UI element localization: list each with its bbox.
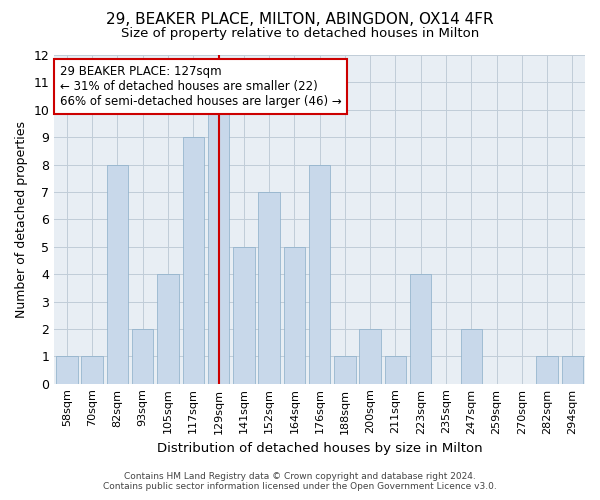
- Bar: [259, 192, 280, 384]
- Bar: [359, 329, 381, 384]
- Bar: [82, 356, 103, 384]
- Bar: [410, 274, 431, 384]
- Bar: [536, 356, 558, 384]
- Bar: [233, 246, 254, 384]
- Bar: [309, 164, 331, 384]
- Text: Size of property relative to detached houses in Milton: Size of property relative to detached ho…: [121, 28, 479, 40]
- Bar: [334, 356, 356, 384]
- Bar: [461, 329, 482, 384]
- Y-axis label: Number of detached properties: Number of detached properties: [15, 121, 28, 318]
- Bar: [385, 356, 406, 384]
- Bar: [562, 356, 583, 384]
- Bar: [284, 246, 305, 384]
- Bar: [107, 164, 128, 384]
- Bar: [182, 137, 204, 384]
- Bar: [208, 110, 229, 384]
- Text: 29 BEAKER PLACE: 127sqm
← 31% of detached houses are smaller (22)
66% of semi-de: 29 BEAKER PLACE: 127sqm ← 31% of detache…: [59, 65, 341, 108]
- Bar: [56, 356, 77, 384]
- X-axis label: Distribution of detached houses by size in Milton: Distribution of detached houses by size …: [157, 442, 482, 455]
- Text: 29, BEAKER PLACE, MILTON, ABINGDON, OX14 4FR: 29, BEAKER PLACE, MILTON, ABINGDON, OX14…: [106, 12, 494, 28]
- Text: Contains HM Land Registry data © Crown copyright and database right 2024.
Contai: Contains HM Land Registry data © Crown c…: [103, 472, 497, 491]
- Bar: [132, 329, 154, 384]
- Bar: [157, 274, 179, 384]
